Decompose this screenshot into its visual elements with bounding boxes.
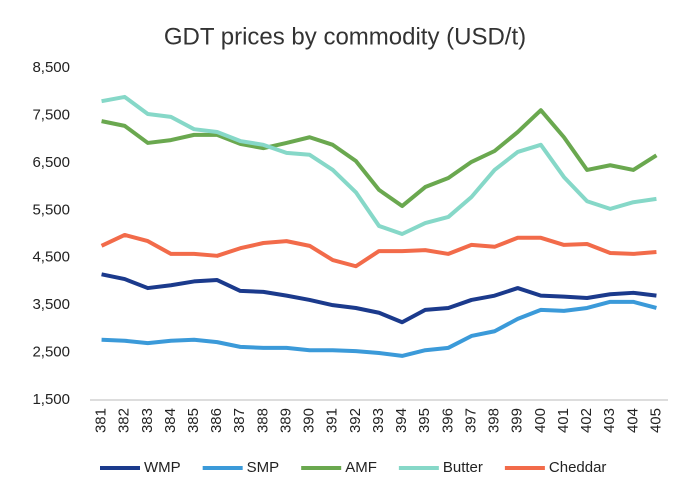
x-tick-label: 381: [93, 408, 110, 433]
legend-label: AMF: [345, 459, 377, 476]
y-tick-label: 4,500: [32, 249, 70, 266]
x-tick-label: 397: [462, 408, 479, 433]
x-tick-label: 393: [370, 408, 387, 433]
x-tick-label: 392: [347, 408, 364, 433]
x-tick-label: 394: [393, 408, 410, 433]
series-line: [101, 94, 657, 236]
y-tick-label: 6,500: [32, 154, 70, 171]
y-tick-label: 3,500: [32, 296, 70, 313]
series-line: [101, 108, 658, 209]
x-tick-label: 405: [647, 408, 664, 433]
x-tick-label: 385: [185, 408, 202, 433]
x-tick-label: 401: [555, 408, 572, 433]
x-tick-label: 395: [416, 408, 433, 433]
y-tick-label: 1,500: [32, 391, 70, 408]
x-tick-label: 383: [139, 408, 156, 433]
series-line: [101, 272, 657, 325]
y-tick-label: 7,500: [32, 106, 70, 123]
series-line: [101, 299, 657, 358]
x-tick-label: 403: [601, 408, 618, 433]
x-tick-label: 386: [208, 408, 225, 433]
x-tick-label: 387: [231, 408, 248, 433]
series-line: [100, 232, 657, 269]
x-tick-label: 390: [301, 408, 318, 433]
x-tick-label: 391: [324, 408, 341, 433]
y-tick-label: 8,500: [32, 59, 70, 76]
x-tick-label: 396: [439, 408, 456, 433]
x-tick-label: 400: [532, 408, 549, 433]
x-tick-label: 388: [254, 408, 271, 433]
x-tick-label: 399: [509, 408, 526, 433]
chart-title: GDT prices by commodity (USD/t): [164, 23, 526, 50]
legend-label: SMP: [247, 459, 280, 476]
y-tick-label: 5,500: [32, 201, 70, 218]
y-tick-label: 2,500: [32, 344, 70, 361]
legend-label: Butter: [443, 459, 483, 476]
legend-label: WMP: [144, 459, 181, 476]
x-tick-label: 389: [277, 408, 294, 433]
x-tick-label: 382: [116, 408, 133, 433]
legend-label: Cheddar: [549, 459, 607, 476]
x-tick-label: 402: [578, 408, 595, 433]
x-tick-label: 404: [624, 408, 641, 433]
x-tick-label: 384: [162, 408, 179, 433]
x-tick-label: 398: [486, 408, 503, 433]
